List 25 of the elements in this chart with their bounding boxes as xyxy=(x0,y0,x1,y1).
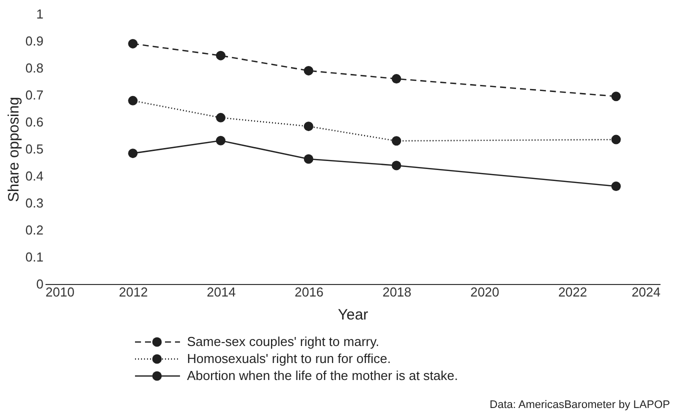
y-axis-title: Share opposing xyxy=(5,96,22,202)
legend-label: Same-sex couples' right to marry. xyxy=(187,334,380,349)
y-tick-label: 0.2 xyxy=(25,222,44,238)
y-tick-label: 0.4 xyxy=(25,168,44,184)
y-tick-label: 0.8 xyxy=(25,60,44,76)
x-tick-label: 2018 xyxy=(382,284,412,300)
y-tick-label: 0.3 xyxy=(25,196,44,210)
legend-label: Homosexuals' right to run for office. xyxy=(187,351,391,366)
legend-label: Abortion when the life of the mother is at stake. xyxy=(187,368,458,383)
x-tick-label: 2024 xyxy=(632,284,660,300)
y-tick-label: 1 xyxy=(36,6,44,22)
y-tick-label: 0.5 xyxy=(25,142,44,156)
x-axis-title: Year xyxy=(338,306,368,324)
x-tick-label: 2020 xyxy=(470,284,500,300)
y-tick-label: 0.1 xyxy=(25,250,44,264)
y-tick-label: 0.7 xyxy=(25,88,44,102)
y-tick-label: 0.6 xyxy=(25,114,44,130)
x-tick-label: 2022 xyxy=(558,284,588,300)
text: Data: AmericasBarometer by LAPOP xyxy=(490,399,670,411)
x-tick-label: 2014 xyxy=(206,284,236,300)
y-tick-label: 0.9 xyxy=(25,34,44,48)
x-tick-label: 2012 xyxy=(118,284,148,300)
x-tick-label: 2016 xyxy=(294,284,324,300)
x-tick-label: 2010 xyxy=(46,284,74,300)
y-tick-label: 0 xyxy=(36,276,44,292)
